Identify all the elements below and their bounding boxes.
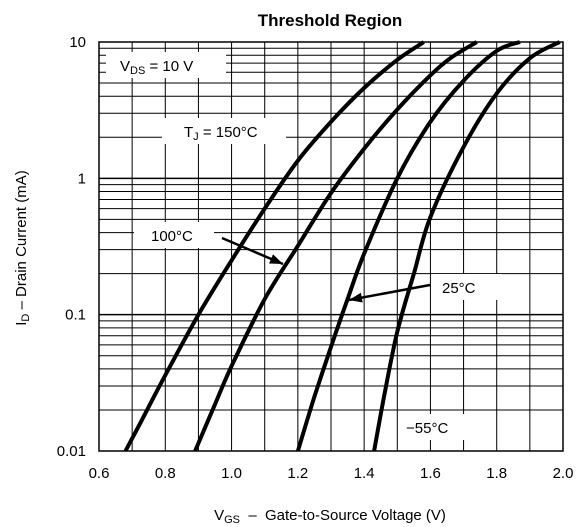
tj-150-label-rest: = 150°C [199,124,258,141]
x-tick-labels: 0.6 0.8 1.0 1.2 1.4 1.6 1.8 2.0 [89,465,574,482]
y-axis-label-sub: D [20,314,32,322]
chart-title: Threshold Region [258,11,403,30]
y-tick-label: 0.1 [65,307,86,324]
x-tick-label: 1.8 [486,465,507,482]
vds-label-rest: = 10 V [145,58,193,75]
arrow-25c [348,283,431,302]
grid [99,42,563,451]
series-line [372,40,561,452]
x-tick-label: 1.2 [287,465,308,482]
annotations: VDS = 10 V TJ = 150°C 100°C 25°C −55°C [106,52,502,440]
arrow-25c-head [349,292,363,303]
tj-150-label-main: T [184,124,193,141]
x-axis-label-rest: – Gate-to-Source Voltage (V) [240,507,446,524]
tj-label-box [162,118,286,144]
x-tick-label: 1.4 [354,465,375,482]
vds-label-sub: DS [130,65,145,77]
y-axis-label: ID – Drain Current (mA) [13,170,32,326]
tj-150-label-sub: J [193,131,199,143]
y-axis-label-rest: – Drain Current (mA) [13,170,30,313]
series-line [295,40,521,452]
vds-label-box [106,52,226,78]
y-tick-labels: 0.01 0.1 1 10 [57,34,86,460]
vds-label: VDS = 10 V [120,58,193,77]
label-25-box [432,274,502,300]
x-axis-label: VGS – Gate-to-Source Voltage (V) [214,507,446,526]
label-minus55c: −55°C [406,420,448,437]
x-tick-label: 1.6 [420,465,441,482]
y-tick-label: 1 [78,170,86,187]
series-line [193,40,478,452]
y-axis-label-main: I [13,322,30,326]
y-tick-label: 0.01 [57,443,86,460]
x-axis-label-sub: GS [224,514,240,526]
vds-label-main: V [120,58,130,75]
y-tick-label: 10 [69,34,86,51]
label-m55-box [398,414,474,440]
x-axis-label-main: V [214,507,224,524]
series-line [123,40,425,452]
curves [123,40,561,452]
x-tick-label: 1.0 [221,465,242,482]
plot-frame [98,41,564,452]
x-tick-label: 0.6 [89,465,110,482]
arrow-100c-head [269,254,283,264]
label-25c: 25°C [442,280,476,297]
tj-150-label: TJ = 150°C [184,124,258,143]
x-tick-label: 2.0 [553,465,574,482]
x-tick-label: 0.8 [155,465,176,482]
label-100c: 100°C [151,228,193,245]
label-100-box [134,222,214,248]
